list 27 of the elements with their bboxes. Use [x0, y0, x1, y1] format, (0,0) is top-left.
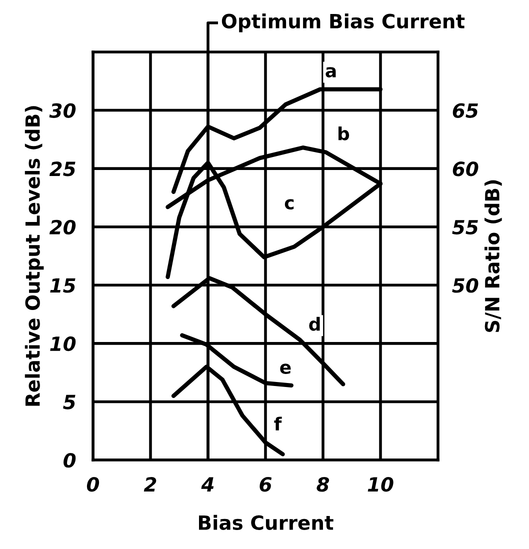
- series-label: e: [280, 364, 291, 374]
- x-tick-label: 2: [144, 477, 156, 492]
- y-tick-label: 10: [50, 336, 76, 352]
- y2-tick-label: 55: [452, 220, 478, 235]
- x-tick-label: 8: [316, 477, 330, 492]
- y-tick-label: 15: [50, 278, 76, 293]
- series-label: c: [284, 199, 294, 210]
- y-tick-label: 5: [63, 394, 76, 410]
- y-tick-label: 25: [49, 162, 76, 176]
- y2-tick-label: 60: [452, 162, 478, 176]
- y-tick-label: 20: [49, 220, 76, 235]
- y2-tick-label: 65: [452, 103, 478, 118]
- x-tick-label: 10: [368, 477, 394, 492]
- y2-tick-label: 50: [452, 278, 478, 293]
- series-label: f: [274, 416, 282, 430]
- x-tick-label: 0: [86, 477, 100, 492]
- x-tick-label: 6: [260, 477, 272, 492]
- y-tick-label: 0: [64, 452, 76, 468]
- y2-axis-title: S/N Ratio (dB): [484, 180, 502, 332]
- x-tick-label: 4: [201, 477, 214, 492]
- series-label: b: [338, 126, 350, 140]
- y-tick-label: 30: [49, 103, 76, 118]
- x-axis-title: Bias Current: [199, 514, 334, 530]
- y-axis-title: Relative Output Levels (dB): [24, 106, 44, 406]
- series-label: d: [309, 316, 320, 331]
- series-label: a: [326, 67, 336, 78]
- ref-line-label: Optimum Bias Current: [222, 13, 465, 32]
